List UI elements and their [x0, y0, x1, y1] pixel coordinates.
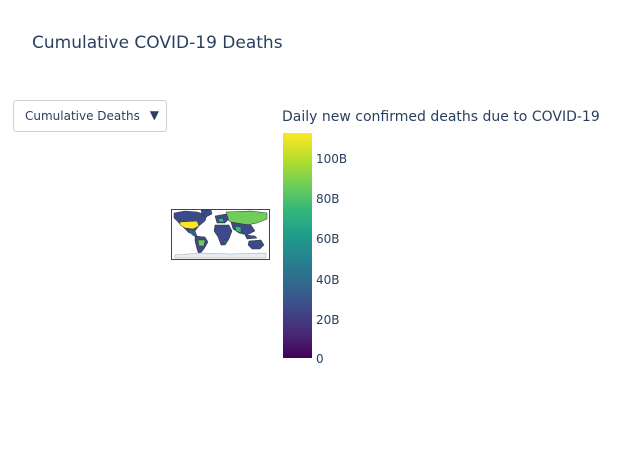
- brazil-shape: [197, 239, 206, 247]
- western-europe-shape: [217, 217, 225, 223]
- colorbar-gradient: [283, 133, 312, 358]
- world-map-svg: [171, 209, 270, 260]
- chevron-down-icon: ▼: [149, 108, 159, 122]
- colorbar-tick-60b: 60B: [316, 232, 340, 246]
- colorbar-title: Daily new confirmed deaths due to COVID-…: [282, 109, 600, 125]
- colorbar-tick-0: 0: [316, 352, 324, 366]
- australia-shape: [247, 239, 265, 250]
- dropdown-selected-label: Cumulative Deaths: [25, 109, 140, 123]
- india-shape: [234, 225, 242, 234]
- greenland-shape: [200, 209, 213, 218]
- colorbar-tick-20b: 20B: [316, 313, 340, 327]
- colorbar-tick-100b: 100B: [316, 152, 348, 166]
- africa-shape: [213, 224, 233, 246]
- south-africa-shape: [222, 239, 228, 245]
- usa-shape: [179, 220, 200, 230]
- antarctica-shape: [174, 252, 267, 259]
- chart-title: Cumulative COVID-19 Deaths: [32, 33, 283, 53]
- colorbar-tick-80b: 80B: [316, 192, 340, 206]
- indonesia-shape: [244, 234, 258, 240]
- choropleth-map[interactable]: [171, 209, 270, 260]
- measure-dropdown[interactable]: Cumulative Deaths ▼: [13, 100, 167, 132]
- colorbar-tick-40b: 40B: [316, 273, 340, 287]
- asia-shape: [230, 221, 256, 236]
